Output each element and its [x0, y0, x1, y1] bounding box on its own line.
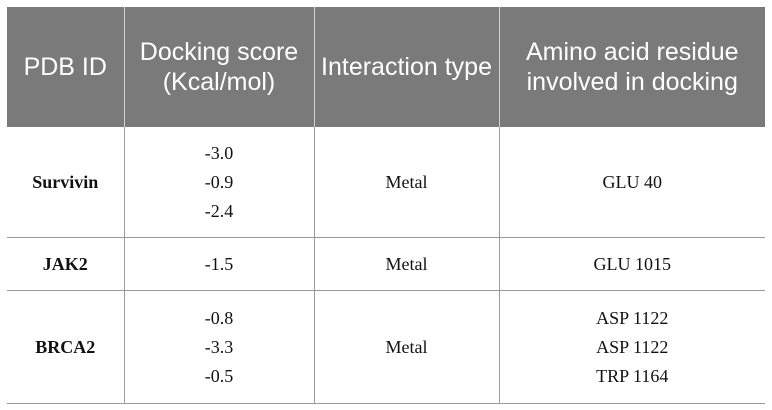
table-row: JAK2 -1.5 Metal GLU 1015 [7, 237, 765, 291]
docking-score-cell: -0.8 -3.3 -0.5 [123, 290, 314, 404]
docking-score-value: -2.4 [204, 200, 234, 221]
docking-score-value: -0.5 [204, 365, 234, 386]
interaction-type-cell: Metal [313, 237, 499, 291]
docking-score-value: -3.0 [204, 142, 234, 163]
docking-score-value: -1.5 [204, 253, 234, 274]
residue-value: TRP 1164 [596, 365, 669, 386]
residue-value: ASP 1122 [596, 336, 669, 357]
pdb-id-cell: Survivin [32, 171, 99, 192]
docking-score-value: -0.9 [204, 171, 234, 192]
table-row: Survivin -3.0 -0.9 -2.4 Metal GLU 40 [7, 127, 765, 238]
residue-value: ASP 1122 [596, 307, 669, 328]
residue-value: GLU 40 [602, 171, 663, 192]
interaction-type-cell: Metal [313, 127, 499, 238]
header-pdb-id: PDB ID [7, 7, 124, 127]
docking-score-cell: -3.0 -0.9 -2.4 [123, 127, 314, 238]
header-amino-acid-residue: Amino acid residue involved in docking [498, 7, 765, 127]
docking-score-value: -3.3 [204, 336, 234, 357]
residue-cell: GLU 1015 [498, 237, 765, 291]
docking-results-table: PDB ID Docking score (Kcal/mol) Interact… [7, 7, 765, 404]
pdb-id-cell: JAK2 [7, 237, 124, 291]
residue-cell: GLU 40 [498, 127, 765, 238]
docking-table-container: PDB ID Docking score (Kcal/mol) Interact… [7, 7, 765, 404]
header-interaction-type: Interaction type [313, 7, 499, 127]
residue-value: GLU 1015 [593, 253, 672, 274]
table-row: BRCA2 -0.8 -3.3 -0.5 Metal ASP 1122 ASP … [7, 290, 765, 404]
interaction-type-cell: Metal [313, 290, 499, 404]
docking-score-cell: -1.5 [123, 237, 314, 291]
docking-score-value: -0.8 [204, 307, 234, 328]
header-docking-score: Docking score (Kcal/mol) [123, 7, 314, 127]
pdb-id-cell: BRCA2 [7, 290, 124, 404]
table-header-row: PDB ID Docking score (Kcal/mol) Interact… [7, 7, 765, 127]
residue-cell: ASP 1122 ASP 1122 TRP 1164 [498, 290, 765, 404]
